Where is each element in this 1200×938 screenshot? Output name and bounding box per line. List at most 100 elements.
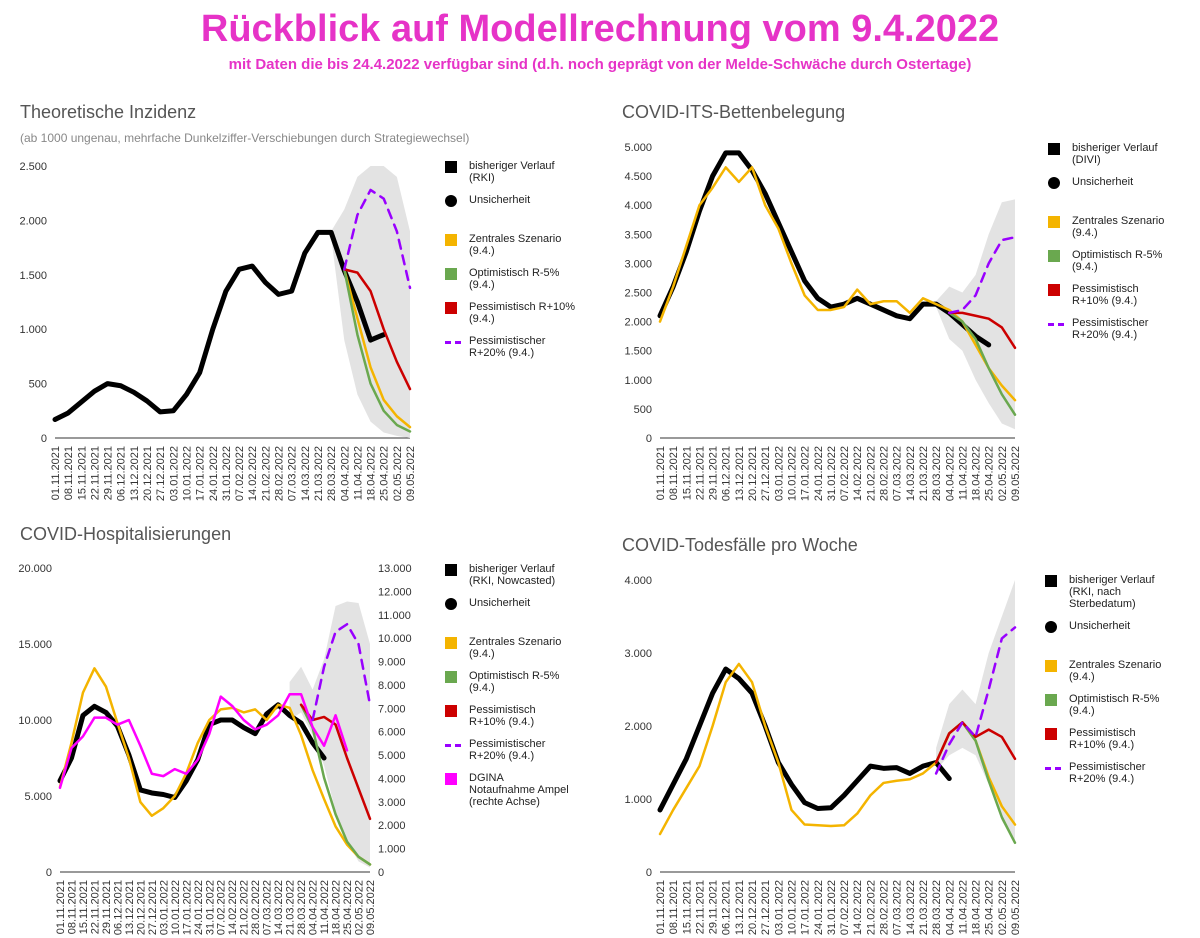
legend-marker [445, 598, 457, 610]
legend-label: Optimistisch R-5% (9.4.) [1072, 249, 1163, 273]
x-tick-label: 21.02.2022 [865, 880, 877, 935]
legend-item: bisheriger Verlauf (RKI) [445, 160, 575, 184]
x-tick-label: 22.11.2021 [694, 446, 706, 500]
x-tick-label: 15.11.2021 [681, 446, 693, 500]
legend-label: Pessimistischer R+20% (9.4.) [469, 738, 546, 762]
x-tick-label: 13.12.2021 [129, 446, 141, 501]
legend-label: Pessimistisch R+10% (9.4.) [1072, 283, 1139, 307]
legend-item: Pessimistisch R+10% (9.4.) [445, 301, 575, 325]
legend-label: Pessimistisch R+10% (9.4.) [469, 301, 576, 325]
x-tick-label: 11.04.2022 [352, 446, 364, 500]
x-tick-label: 25.04.2022 [342, 880, 354, 935]
y-tick-label: 1.000 [624, 375, 652, 387]
x-tick-label: 24.01.2022 [193, 880, 205, 935]
legend-item: Pessimistisch R+10% (9.4.) [1045, 727, 1161, 751]
y-tick-label: 1.500 [19, 270, 47, 282]
y-tick-label: 0 [41, 433, 47, 445]
legend-label: Optimistisch R-5% (9.4.) [469, 267, 560, 291]
x-tick-label: 08.11.2021 [66, 880, 78, 934]
x-tick-label: 24.01.2022 [813, 880, 825, 935]
legend-item: bisheriger Verlauf (RKI, nach Sterbedatu… [1045, 574, 1161, 610]
x-tick-label: 14.03.2022 [905, 880, 917, 935]
x-tick-label: 02.05.2022 [997, 446, 1009, 501]
x-tick-label: 28.02.2022 [250, 880, 262, 935]
chart-title: Theoretische Inzidenz [20, 102, 196, 122]
x-tick-label: 10.01.2022 [181, 446, 193, 501]
y-tick-label: 1.500 [624, 346, 652, 358]
y-tick-label: 1.000 [19, 324, 47, 336]
x-tick-label: 06.12.2021 [721, 880, 733, 935]
x-tick-label: 08.11.2021 [668, 880, 680, 934]
legend-label: Pessimistisch R+10% (9.4.) [469, 704, 536, 728]
x-tick-label: 06.12.2021 [112, 880, 124, 935]
legend-label: Pessimistisch R+10% (9.4.) [1069, 727, 1136, 751]
x-tick-label: 13.12.2021 [124, 880, 136, 935]
legend-label: Pessimistischer R+20% (9.4.) [469, 335, 546, 359]
x-tick-label: 28.03.2022 [931, 880, 943, 935]
legend-label: DGINA Notaufnahme Ampel (rechte Achse) [469, 772, 569, 808]
legend-label: Optimistisch R-5% (9.4.) [469, 670, 560, 694]
x-tick-label: 11.04.2022 [319, 880, 331, 934]
x-tick-label: 14.03.2022 [905, 446, 917, 501]
uncertainty-band [289, 601, 370, 868]
legend-label: Zentrales Szenario (9.4.) [1072, 215, 1165, 239]
legend-item: Pessimistischer R+20% (9.4.) [1048, 317, 1164, 341]
x-tick-label: 02.05.2022 [392, 446, 404, 501]
x-tick-label: 03.01.2022 [158, 880, 170, 935]
chart-title: COVID-ITS-Bettenbelegung [622, 102, 845, 122]
legend-label: Unsicherheit [1069, 620, 1131, 632]
legend-item: Zentrales Szenario (9.4.) [1048, 215, 1164, 239]
legend-marker [1048, 284, 1060, 296]
chart-subtitle: (ab 1000 ungenau, mehrfache Dunkelziffer… [20, 131, 469, 145]
x-tick-label: 15.11.2021 [76, 446, 88, 500]
legend-item: Pessimistischer R+20% (9.4.) [445, 738, 569, 762]
x-tick-label: 29.11.2021 [708, 446, 720, 500]
x-tick-label: 07.03.2022 [892, 446, 904, 501]
y2-tick-label: 3.000 [378, 797, 406, 809]
x-tick-label: 15.11.2021 [78, 880, 90, 934]
x-tick-label: 18.04.2022 [331, 880, 343, 935]
series-line [52, 229, 387, 423]
y-tick-label: 4.500 [624, 171, 652, 183]
legend-label: Zentrales Szenario (9.4.) [469, 233, 562, 257]
x-tick-label: 09.05.2022 [405, 446, 417, 501]
x-tick-label: 28.02.2022 [274, 446, 286, 501]
y-tick-label: 3.500 [624, 229, 652, 241]
y2-tick-label: 9.000 [378, 657, 406, 669]
series-line [948, 311, 1017, 416]
x-tick-label: 31.01.2022 [826, 880, 838, 935]
x-tick-label: 21.02.2022 [865, 446, 877, 501]
x-tick-label: 25.04.2022 [379, 446, 391, 501]
legend-label: Zentrales Szenario (9.4.) [469, 636, 562, 660]
y-tick-label: 5.000 [624, 142, 652, 154]
x-tick-label: 20.12.2021 [747, 446, 759, 501]
x-tick-label: 14.03.2022 [300, 446, 312, 501]
x-tick-label: 09.05.2022 [365, 880, 377, 935]
legend-marker [445, 341, 461, 344]
legend-marker [445, 705, 457, 717]
x-tick-label: 28.03.2022 [296, 880, 308, 935]
y2-tick-label: 13.000 [378, 563, 412, 575]
y-tick-label: 1.000 [624, 794, 652, 806]
legend-marker [445, 195, 457, 207]
legend-item: Pessimistisch R+10% (9.4.) [1048, 283, 1164, 307]
x-tick-label: 29.11.2021 [101, 880, 113, 934]
x-tick-label: 21.03.2022 [918, 446, 930, 501]
x-tick-label: 27.12.2021 [760, 880, 772, 935]
x-tick-label: 10.01.2022 [786, 880, 798, 935]
series-line [657, 666, 952, 813]
x-tick-label: 20.12.2021 [142, 446, 154, 501]
legend-item: Pessimistischer R+20% (9.4.) [1045, 761, 1161, 785]
x-tick-label: 08.11.2021 [63, 446, 75, 500]
x-tick-label: 22.11.2021 [89, 880, 101, 934]
legend-label: bisheriger Verlauf (RKI, nach Sterbedatu… [1069, 574, 1155, 610]
legend-marker [445, 268, 457, 280]
series-line [658, 166, 1017, 402]
legend-marker [1048, 250, 1060, 262]
legend-marker [445, 671, 457, 683]
chart-title: COVID-Todesfälle pro Woche [622, 535, 858, 555]
chart-title: COVID-Hospitalisierungen [20, 524, 231, 544]
x-tick-label: 28.02.2022 [879, 880, 891, 935]
series-line [657, 150, 992, 348]
